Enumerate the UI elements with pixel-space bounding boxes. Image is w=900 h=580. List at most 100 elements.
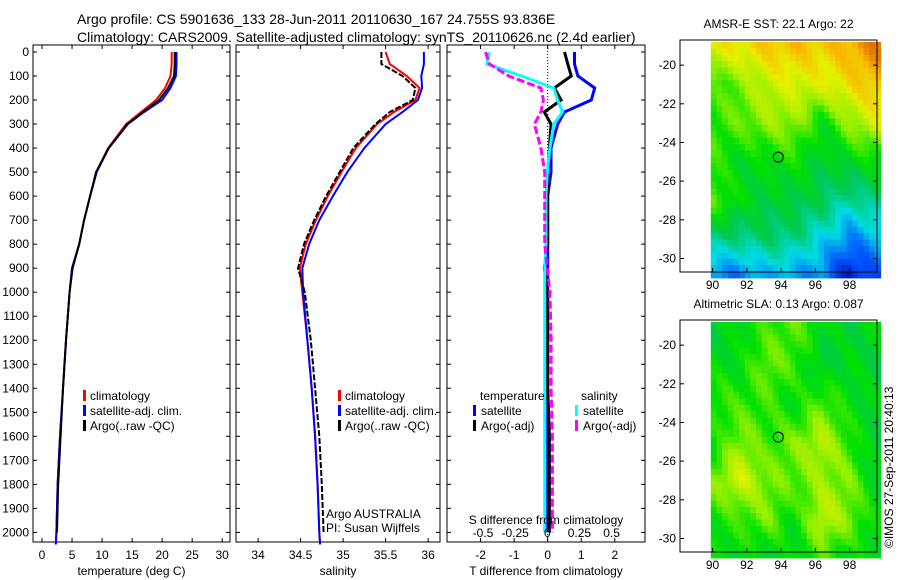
heatmap-cell [818,118,825,126]
heatmap-cell [773,233,780,241]
heatmap-cell [863,105,870,113]
heatmap-cell [835,379,842,387]
heatmap-cell [722,347,729,355]
heatmap-cell [795,48,802,56]
heatmap-cell [806,233,814,241]
heatmap-cell [739,188,746,196]
heatmap-cell [869,80,876,87]
heatmap-cell [727,455,735,463]
heatmap-cell [744,475,752,482]
heatmap-cell [857,239,865,247]
heatmap-cell [790,144,797,151]
heatmap-cell [784,347,791,355]
heatmap-cell [801,347,808,355]
heatmap-cell [869,99,876,107]
heatmap-cell [767,468,774,476]
heatmap-cell [852,112,859,119]
heatmap-cell [818,258,825,266]
heatmap-cell [874,258,882,266]
heatmap-cell [818,398,825,406]
heatmap-cell [806,468,814,476]
x-tick-label: 96 [809,558,823,572]
heatmap-cell [761,443,768,450]
heatmap-cell [773,99,780,107]
heatmap-cell [744,436,752,444]
heatmap-cell [727,468,735,476]
heatmap-cell [733,195,740,202]
heatmap-cell [812,48,819,56]
heatmap-cell [744,462,752,470]
sst-map-axes-box [679,39,878,273]
heatmap-cell [806,532,814,540]
heatmap-cell [829,239,836,247]
heatmap-cell [874,417,882,425]
heatmap-cell [869,156,876,164]
heatmap-cell [722,538,729,546]
heatmap-cell [869,392,876,399]
heatmap-cell [846,169,853,177]
heatmap-cell [835,233,842,241]
heatmap-cell [840,436,848,444]
heatmap-cell [710,360,718,367]
heatmap-cell [739,366,746,374]
title-line-1: Argo profile: CS 5901636_133 28-Jun-2011… [77,11,555,27]
heatmap-cell [835,105,842,113]
heatmap-cell [863,93,870,100]
heatmap-cell [784,246,791,253]
heatmap-cell [790,233,797,241]
heatmap-cell [863,169,870,177]
heatmap-cell [840,144,848,151]
heatmap-cell [767,169,774,177]
sst-map-heatmap [710,41,882,279]
heatmap-cell [750,507,757,514]
heatmap-cell [857,201,865,209]
heatmap-cell [812,150,819,158]
heatmap-cell [874,252,882,260]
heatmap-cell [869,430,876,438]
heatmap-cell [778,455,785,463]
y-tick-label: 900 [9,261,29,275]
heatmap-cell [812,532,819,540]
heatmap-cell [852,436,859,444]
heatmap-cell [863,207,870,215]
heatmap-cell [710,449,718,457]
heatmap-cell [733,321,740,329]
heatmap-cell [716,61,723,68]
heatmap-cell [801,207,808,215]
heatmap-cell [869,468,876,476]
heatmap-cell [756,455,763,463]
heatmap-cell [716,538,723,546]
heatmap-cell [761,252,768,260]
heatmap-cell [722,48,729,56]
heatmap-cell [823,271,831,279]
heatmap-cell [869,436,876,444]
heatmap-cell [790,41,797,49]
heatmap-cell [778,360,785,367]
heatmap-cell [835,360,842,367]
argo-location-marker [772,151,784,163]
x-tick-label: 34 [251,548,265,562]
heatmap-cell [733,67,740,75]
heatmap-cell [857,398,865,406]
heatmap-cell [784,131,791,139]
heatmap-cell [846,48,853,56]
heatmap-cell [806,545,814,552]
heatmap-cell [722,341,729,348]
heatmap-cell [812,360,819,367]
heatmap-cell [812,195,819,202]
heatmap-cell [801,41,808,49]
heatmap-cell [795,220,802,228]
heatmap-cell [812,507,819,514]
heatmap-cell [756,321,763,329]
heatmap-cell [767,321,774,329]
heatmap-cell [812,169,819,177]
heatmap-cell [756,73,763,81]
heatmap-cell [773,61,780,68]
heatmap-cell [801,188,808,196]
heatmap-cell [750,392,757,399]
heatmap-cell [852,252,859,260]
heatmap-cell [852,233,859,241]
heatmap-cell [874,545,882,552]
heatmap-cell [795,494,802,501]
heatmap-cell [761,41,768,49]
